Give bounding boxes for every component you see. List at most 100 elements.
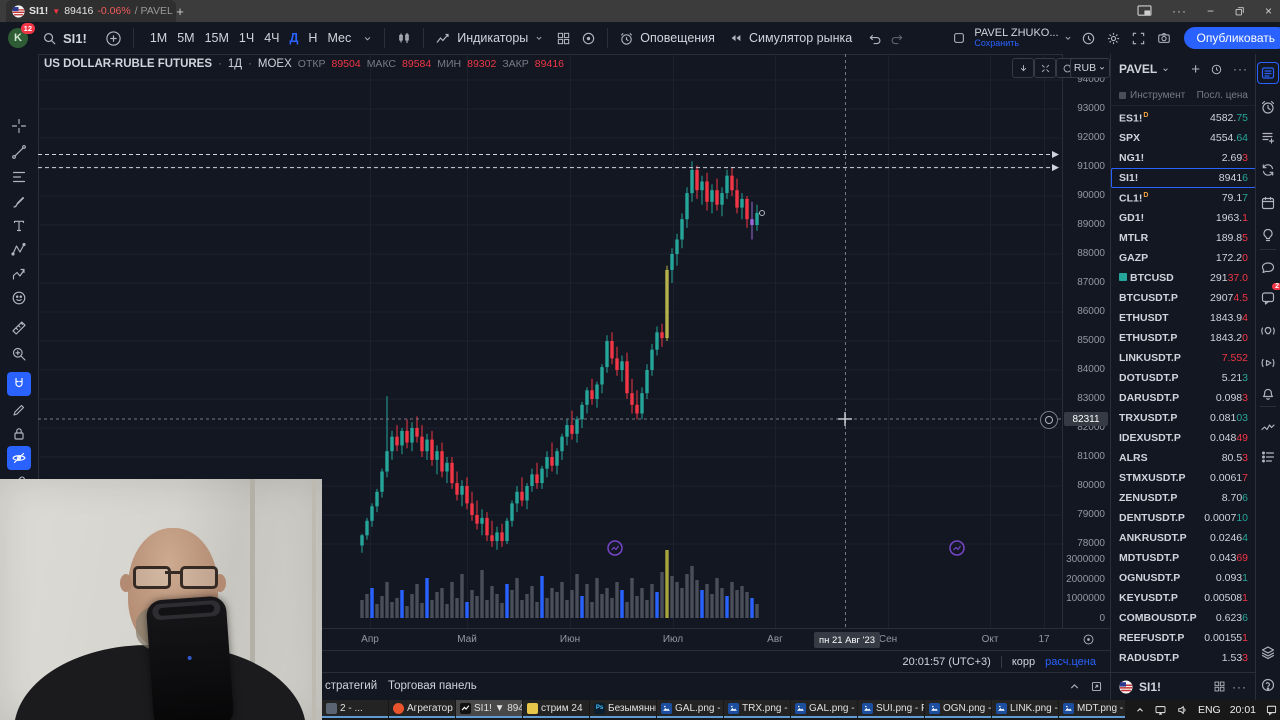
data-window-icon[interactable] — [1257, 446, 1279, 468]
watchlist-row-DENTUSDT.P[interactable]: DENTUSDT.P 0.000710 — [1111, 508, 1256, 528]
timeframe-Д[interactable]: Д — [289, 31, 299, 45]
layout-grid-icon[interactable] — [1213, 680, 1226, 693]
watchlist-row-GD1![interactable]: GD1! 1963.1 — [1111, 208, 1256, 228]
watchlist-row-KEYUSDT.P[interactable]: KEYUSDT.P 0.005081 — [1111, 588, 1256, 608]
live-idea-icon[interactable] — [1257, 320, 1279, 342]
clock[interactable]: 20:01 — [1229, 704, 1256, 716]
xabcd-pattern-icon[interactable] — [7, 238, 31, 262]
magnet-icon[interactable] — [7, 372, 31, 396]
watchlist-row-MTLR[interactable]: MTLR 189.85 — [1111, 228, 1256, 248]
taskbar-item[interactable]: SUI.png - Ph... — [858, 700, 924, 718]
watchlist-row-OGNUSDT.P[interactable]: OGNUSDT.P 0.0931 — [1111, 568, 1256, 588]
alerts-button[interactable]: Оповещения — [640, 31, 715, 45]
chevron-down-icon[interactable] — [1161, 65, 1170, 74]
more-options-icon[interactable]: ··· — [1232, 679, 1247, 694]
layers-icon[interactable] — [1257, 642, 1279, 664]
collapse-icon[interactable] — [1034, 58, 1056, 78]
rewind-icon[interactable] — [729, 31, 743, 45]
watchlist-row-REEFUSDT.P[interactable]: REEFUSDT.P 0.001551 — [1111, 628, 1256, 648]
layout-grid-icon[interactable] — [556, 31, 571, 46]
watchlist-row-IDEXUSDT.P[interactable]: IDEXUSDT.P 0.04849 — [1111, 428, 1256, 448]
forecast-icon[interactable] — [7, 262, 31, 286]
panel-maximize-icon[interactable] — [1090, 680, 1103, 693]
calendar-icon[interactable] — [1257, 192, 1279, 214]
lock-icon[interactable] — [7, 422, 31, 446]
timeframe-4Ч[interactable]: 4Ч — [264, 31, 280, 45]
watchlist-row-TRXUSDT.P[interactable]: TRXUSDT.P 0.08103 — [1111, 408, 1256, 428]
taskbar-item[interactable]: LINK.png - ... — [992, 700, 1058, 718]
watchlist-row-BTCUSD[interactable]: BTCUSD 29137.0 — [1111, 268, 1256, 288]
watchlist-row-DOTUSDT.P[interactable]: DOTUSDT.P 5.213 — [1111, 368, 1256, 388]
gear-icon[interactable] — [1106, 31, 1121, 46]
watchlist-row-RADUSDT.P[interactable]: RADUSDT.P 1.533 — [1111, 648, 1256, 668]
emoji-icon[interactable] — [7, 286, 31, 310]
notes-add-icon[interactable] — [1257, 127, 1279, 149]
watchlist-row-LINKUSDT.P[interactable]: LINKUSDT.P 7.552 — [1111, 348, 1256, 368]
taskbar-item[interactable]: 2 - ... — [322, 700, 388, 718]
tray-chevron-up-icon[interactable] — [1135, 705, 1145, 715]
save-layout-icon[interactable] — [952, 31, 966, 45]
watchlist-row-CL1![interactable]: CL1!D 79.17 — [1111, 188, 1256, 208]
indicators-button[interactable]: Индикаторы — [457, 31, 529, 45]
watchlist-row-MDTUSDT.P[interactable]: MDTUSDT.P 0.04369 — [1111, 548, 1256, 568]
taskbar-item[interactable]: MDT.png - P... — [1059, 700, 1125, 718]
chat-icon[interactable]: 2 — [1257, 283, 1280, 309]
browser-tab[interactable]: SI1! ▼ 89416 -0.06% / PAVEL × — [6, 0, 176, 22]
timeframe-15М[interactable]: 15М — [204, 31, 229, 45]
candle-style-icon[interactable] — [396, 30, 412, 46]
market-simulator-button[interactable]: Симулятор рынка — [748, 31, 853, 45]
idea-bulb-icon[interactable] — [1257, 224, 1279, 246]
taskbar-item[interactable]: TRX.png - P... — [724, 700, 790, 718]
taskbar-item[interactable]: OGN.png - ... — [925, 700, 991, 718]
ruler-icon[interactable] — [7, 316, 31, 340]
user-avatar[interactable]: K 12 — [8, 23, 35, 48]
watchlist-row-SI1![interactable]: SI1! 89416 — [1111, 168, 1256, 188]
watchlist-row-ANKRUSDT.P[interactable]: ANKRUSDT.P 0.02464 — [1111, 528, 1256, 548]
notification-center-icon[interactable] — [1265, 704, 1278, 716]
language-indicator[interactable]: ENG — [1197, 704, 1221, 716]
alert-clock-icon[interactable] — [619, 31, 634, 46]
watchlist-row-COMBOUSDT.P[interactable]: COMBOUSDT.P 0.6236 — [1111, 608, 1256, 628]
zoom-in-icon[interactable] — [7, 342, 31, 366]
add-symbol-icon[interactable]: + — [1191, 60, 1200, 78]
bell-icon[interactable] — [1257, 382, 1279, 404]
camera-icon[interactable] — [1156, 31, 1172, 45]
trading-panel-tab[interactable]: Торговая панель — [388, 680, 477, 692]
stream-icon[interactable] — [1257, 352, 1279, 374]
watchlist-row-ALRS[interactable]: ALRS 80.53 — [1111, 448, 1256, 468]
taskbar-item[interactable]: Агрегатор – ... — [389, 700, 455, 718]
price-axis[interactable]: 82311 94000 93000 92000 91000 90000 89000 8800… — [1062, 54, 1111, 628]
speaker-icon[interactable] — [1176, 704, 1189, 716]
layout-name-block[interactable]: PAVEL ZHUKO... Сохранить — [974, 28, 1058, 49]
pip-icon[interactable] — [1137, 5, 1152, 17]
publish-button[interactable]: Опубликовать — [1183, 27, 1280, 49]
timeframe-Мес[interactable]: Мес — [327, 31, 352, 45]
watchlist-row-ES1![interactable]: ES1!D 4582.75 — [1111, 108, 1256, 128]
text-tool-icon[interactable] — [7, 214, 31, 238]
trendline-icon[interactable] — [7, 140, 31, 164]
indicators-icon[interactable] — [435, 30, 451, 46]
axis-settings-icon[interactable] — [1082, 633, 1095, 646]
hide-drawings-icon[interactable] — [7, 446, 31, 470]
watchlist-row-NG1![interactable]: NG1! 2.693 — [1111, 148, 1256, 168]
price-eye-icon[interactable] — [1040, 411, 1058, 429]
candlestick-chart[interactable] — [38, 54, 1062, 628]
timeframe-5М[interactable]: 5М — [177, 31, 195, 45]
fullscreen-icon[interactable] — [1131, 31, 1146, 46]
watchlist-row-ETHUSDT.P[interactable]: ETHUSDT.P 1843.20 — [1111, 328, 1256, 348]
watchlist-row-SPX[interactable]: SPX 4554.64 — [1111, 128, 1256, 148]
strategy-tester-tab[interactable]: стратегий — [325, 680, 378, 692]
brush-icon[interactable] — [7, 190, 31, 214]
close-window-icon[interactable]: × — [1264, 4, 1272, 18]
network-icon[interactable] — [1154, 704, 1167, 716]
taskbar-item[interactable]: PsБезымянны... — [590, 700, 656, 718]
chat-cloud-icon[interactable] — [1257, 257, 1279, 279]
currency-dropdown[interactable]: RUB — [1070, 58, 1110, 78]
symbol-search-button[interactable]: SI1! — [63, 30, 87, 46]
panel-expand-icon[interactable] — [1068, 680, 1081, 693]
redo-icon[interactable] — [889, 31, 904, 46]
taskbar-item[interactable]: GAL.png - P... — [657, 700, 723, 718]
chevron-down-icon[interactable] — [1063, 33, 1073, 43]
footer-symbol[interactable]: SI1! — [1139, 679, 1162, 694]
watchlist-row-BTCUSDT.P[interactable]: BTCUSDT.P 29074.5 — [1111, 288, 1256, 308]
